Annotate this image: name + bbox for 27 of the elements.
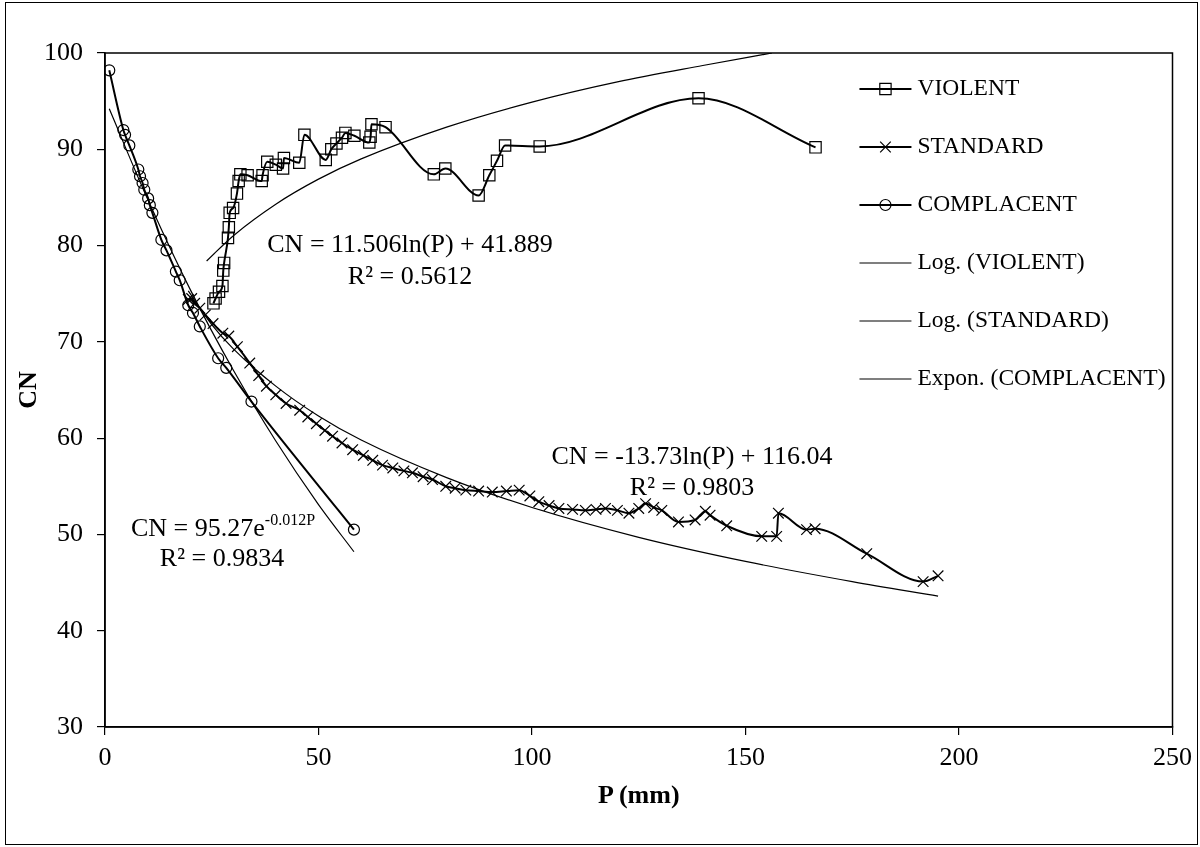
y-tick-label: 80	[57, 229, 83, 259]
legend-label: STANDARD	[917, 132, 1044, 159]
annotation: CN = 11.506ln(P) + 41.889	[267, 229, 553, 259]
x-tick-label: 0	[98, 742, 112, 772]
y-tick-label: 40	[57, 614, 83, 644]
annotation: R² = 0.9803	[629, 472, 755, 502]
x-tick-label: 200	[939, 742, 979, 772]
x-tick-label: 150	[726, 742, 765, 772]
legend-label: Log. (VIOLENT)	[917, 248, 1085, 275]
y-axis-title: CN	[13, 371, 43, 409]
annotation: R² = 0.9834	[159, 543, 285, 573]
x-tick-label: 100	[512, 742, 552, 772]
x-tick-label: 250	[1153, 742, 1192, 772]
annotation: CN = -13.73ln(P) + 116.04	[551, 441, 833, 471]
x-axis-title: P (mm)	[597, 780, 680, 810]
y-tick-label: 70	[57, 325, 83, 355]
y-tick-label: 60	[57, 421, 83, 451]
y-tick-label: 100	[44, 36, 83, 66]
legend-label: VIOLENT	[917, 74, 1020, 101]
y-tick-label: 30	[57, 710, 83, 740]
x-tick-label: 50	[305, 742, 332, 772]
legend-label: Log. (STANDARD)	[917, 306, 1109, 333]
annotation: R² = 0.5612	[347, 261, 473, 291]
legend-label: Expon. (COMPLACENT)	[917, 364, 1166, 391]
y-tick-label: 90	[57, 133, 83, 163]
legend-label: COMPLACENT	[917, 190, 1077, 217]
y-tick-label: 50	[57, 518, 83, 548]
